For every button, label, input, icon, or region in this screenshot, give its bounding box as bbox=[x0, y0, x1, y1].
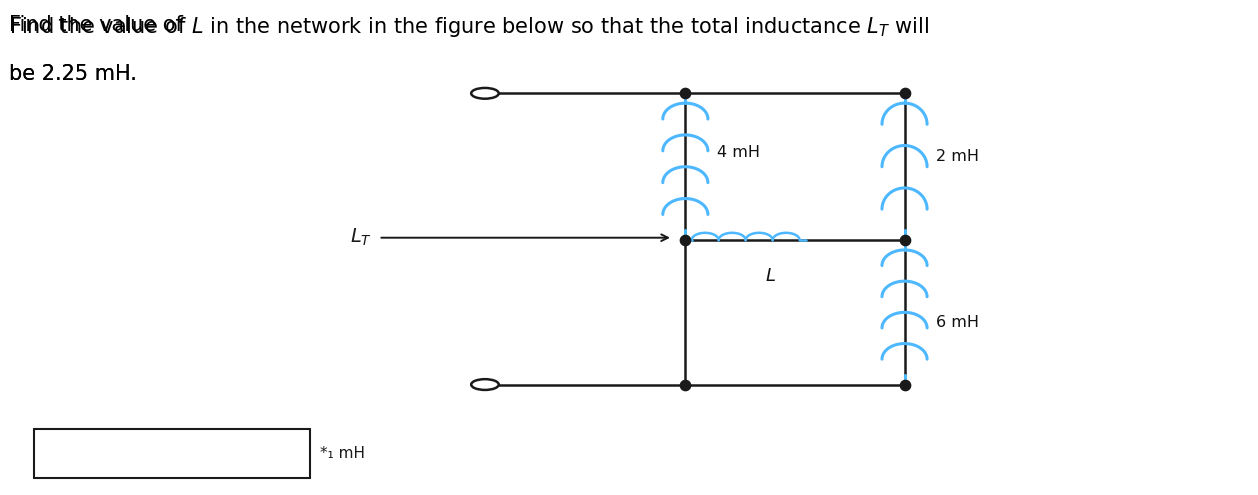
Text: 4 mH: 4 mH bbox=[717, 145, 760, 159]
Text: $L_T$: $L_T$ bbox=[350, 227, 372, 248]
Point bbox=[676, 90, 696, 98]
FancyBboxPatch shape bbox=[34, 429, 309, 478]
Circle shape bbox=[472, 88, 498, 99]
Text: Find the value of: Find the value of bbox=[9, 15, 190, 35]
Point bbox=[894, 381, 915, 389]
Text: be 2.25 mH.: be 2.25 mH. bbox=[9, 64, 137, 84]
Text: be 2.25 mH.: be 2.25 mH. bbox=[9, 64, 137, 84]
Text: Find the value of $L$ in the network in the figure below so that the total induc: Find the value of $L$ in the network in … bbox=[9, 15, 930, 39]
Text: 2 mH: 2 mH bbox=[936, 149, 979, 164]
Point bbox=[676, 236, 696, 244]
Circle shape bbox=[472, 379, 498, 390]
Text: *₁ mH: *₁ mH bbox=[320, 446, 365, 460]
Point bbox=[894, 236, 915, 244]
Point bbox=[894, 90, 915, 98]
Point bbox=[676, 381, 696, 389]
Text: $L$: $L$ bbox=[765, 267, 776, 285]
Text: 6 mH: 6 mH bbox=[936, 315, 979, 330]
